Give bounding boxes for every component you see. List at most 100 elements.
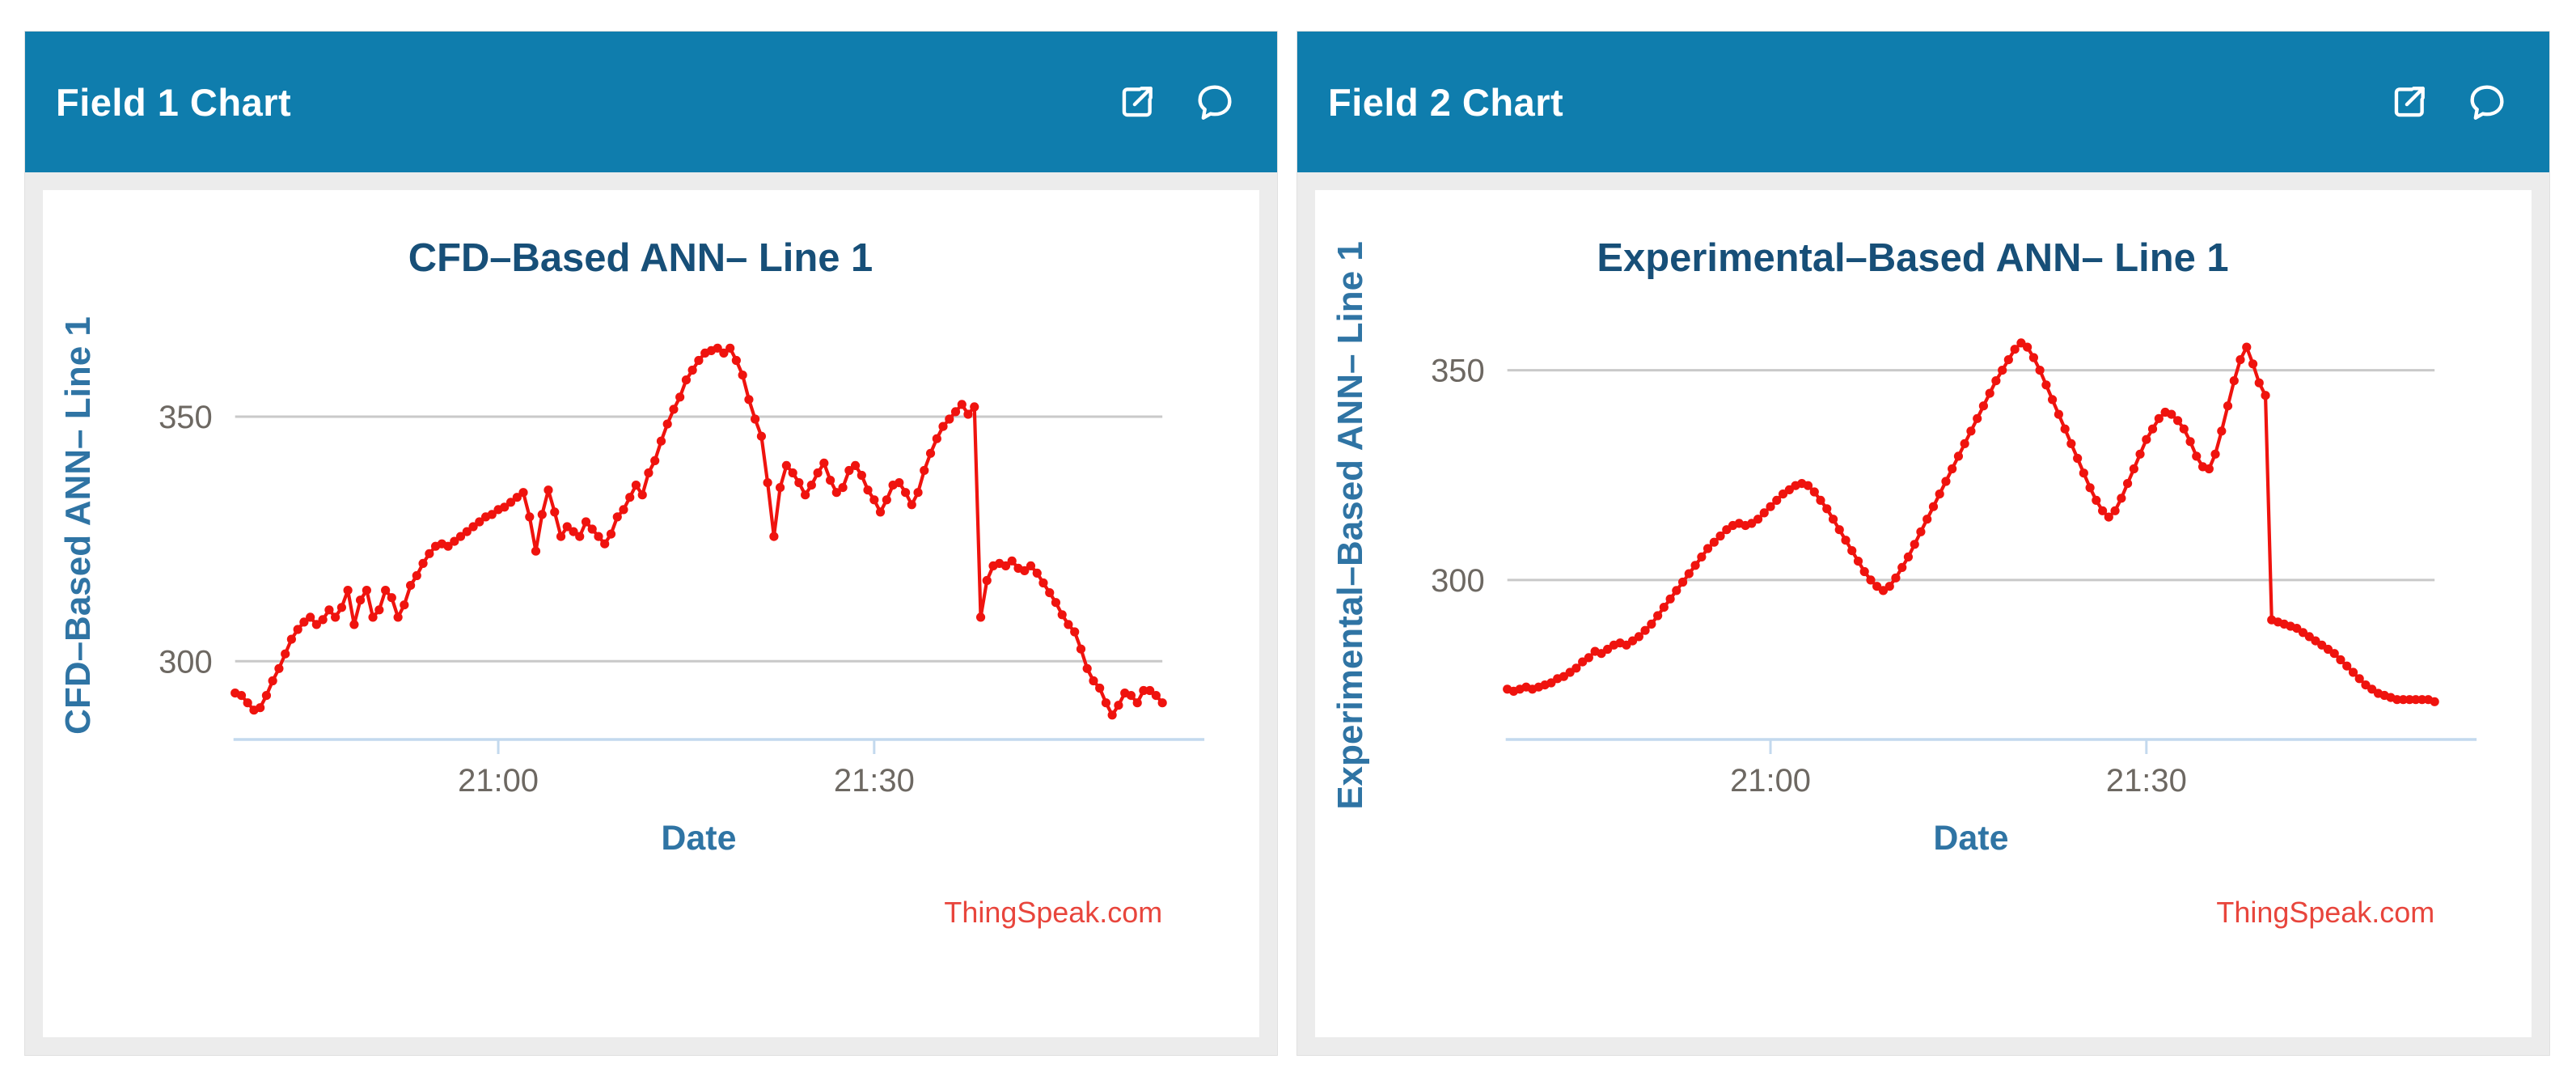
y-tick-label: 300 [159, 644, 213, 680]
data-point [1960, 439, 1969, 448]
data-point [2073, 453, 2083, 464]
data-point [349, 620, 359, 629]
comment-icon[interactable] [2467, 82, 2507, 122]
data-point [694, 355, 704, 366]
data-point [2392, 695, 2402, 705]
data-point [1659, 603, 1669, 612]
data-point [1126, 691, 1136, 701]
data-point [713, 343, 722, 353]
data-point [1772, 495, 1782, 505]
comment-icon[interactable] [1195, 82, 1235, 122]
data-point [406, 581, 416, 591]
data-point [1082, 663, 1092, 673]
data-point [1026, 561, 1036, 570]
data-point [2104, 512, 2113, 522]
data-point [2204, 464, 2214, 474]
data-point [738, 371, 747, 380]
data-point [2147, 424, 2158, 434]
data-point [982, 575, 992, 586]
data-point [581, 517, 591, 527]
data-point [1151, 691, 1161, 701]
data-point [1095, 683, 1105, 693]
data-point [970, 402, 979, 412]
panel-body: 300 350 21:00 21:30 Experimental–Based ANN– … [1297, 172, 2549, 1055]
data-point [662, 419, 672, 429]
data-point [612, 512, 622, 522]
data-point [531, 546, 541, 556]
data-point [1089, 676, 1098, 686]
data-point [794, 478, 804, 488]
data-point [1973, 413, 1982, 423]
data-point [1690, 561, 1700, 570]
data-point [907, 500, 916, 510]
data-point [2261, 391, 2270, 400]
data-point [2229, 376, 2239, 386]
data-point [500, 502, 510, 512]
data-point [957, 400, 967, 409]
data-point [819, 458, 829, 468]
data-point [1853, 557, 1863, 566]
data-point [293, 625, 302, 634]
data-point [875, 507, 886, 517]
data-point [687, 365, 697, 375]
data-point [801, 490, 810, 500]
data-point [844, 465, 854, 476]
data-point [1032, 568, 1042, 578]
data-point [355, 595, 366, 605]
data-point [1653, 611, 1663, 621]
data-point [2405, 695, 2414, 705]
data-point [1753, 515, 1763, 524]
data-point [274, 663, 284, 673]
watermark: ThingSpeak.com [2216, 896, 2434, 929]
data-point [1828, 515, 1838, 524]
data-point [2348, 667, 2358, 677]
data-point [594, 532, 603, 541]
data-point [925, 448, 936, 458]
data-point [826, 476, 835, 485]
x-axis-label: Date [1933, 819, 2008, 858]
data-point [600, 539, 610, 549]
x-tick-label: 21:30 [834, 763, 915, 799]
data-point [587, 524, 597, 534]
data-point [2354, 674, 2364, 684]
data-point [1866, 575, 1876, 585]
data-point [850, 460, 861, 470]
data-point [1684, 569, 1694, 578]
data-point [1834, 525, 1844, 535]
data-point [769, 532, 779, 541]
data-point [2223, 401, 2233, 411]
data-point [2192, 451, 2202, 461]
data-point [1000, 561, 1011, 570]
chart-title: Experimental–Based ANN– Line 1 [1597, 236, 2228, 280]
field2-chart: 300 350 21:00 21:30 Experimental–Based ANN– … [1315, 190, 2532, 1037]
data-point [1709, 537, 1719, 547]
data-point [2054, 409, 2063, 419]
data-point [544, 485, 553, 495]
data-point [2248, 359, 2258, 369]
data-point [831, 488, 841, 498]
data-point [838, 483, 848, 493]
data-point [920, 465, 929, 476]
data-point [756, 431, 767, 441]
data-point [1584, 653, 1593, 663]
external-link-icon[interactable] [1117, 82, 1157, 122]
data-point [2035, 366, 2045, 375]
field1-chart-canvas: 300 350 21:00 21:30 CFD–Based ANN– Line 1 CFD… [58, 236, 1205, 929]
header-icon-group [1117, 82, 1235, 122]
data-point [681, 375, 692, 385]
panel-title: Field 1 Chart [56, 80, 292, 124]
chart-title: CFD–Based ANN– Line 1 [408, 236, 873, 280]
data-point [1966, 426, 1976, 436]
panel-body: 300 350 21:00 21:30 CFD–Based ANN– Line 1 CFD… [25, 172, 1277, 1055]
data-point [932, 434, 941, 443]
data-point [393, 612, 403, 622]
data-point [1132, 698, 1142, 708]
external-link-icon[interactable] [2389, 82, 2430, 122]
data-point [813, 468, 823, 478]
data-point [412, 570, 421, 581]
data-point [1991, 376, 2001, 386]
data-point [236, 691, 247, 701]
watermark: ThingSpeak.com [944, 896, 1162, 929]
data-point [1941, 477, 1951, 486]
data-point [569, 527, 578, 536]
